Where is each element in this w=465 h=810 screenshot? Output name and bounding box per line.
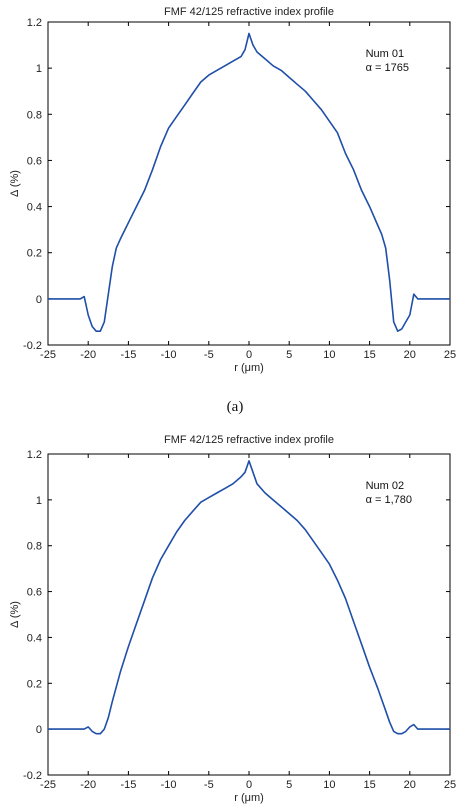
chart-a-y-tick-label: 0 [36, 294, 42, 306]
chart-a-x-tick-label: 15 [363, 349, 375, 361]
chart-b-title: FMF 42/125 refractive index profile [164, 434, 334, 446]
chart-b-x-tick-label: -10 [161, 779, 177, 791]
chart-a-x-tick-label: -20 [80, 349, 96, 361]
chart-a-y-tick-label: -0.2 [23, 340, 42, 352]
chart-b: FMF 42/125 refractive index profile -25 -2… [9, 434, 456, 804]
chart-b-y-tick-label: 0.8 [27, 541, 42, 553]
chart-a-series-line [48, 32, 450, 333]
chart-b-annotation-line: α = 1,780 [366, 494, 412, 506]
chart-a-y-tick-label: 0.6 [27, 155, 42, 167]
chart-b-x-tick-label: -5 [204, 779, 214, 791]
chart-b-x-tick-label: 15 [363, 779, 375, 791]
chart-a-x-tick-label: 0 [246, 349, 252, 361]
chart-b-x-tick-label: 25 [444, 779, 456, 791]
chart-a-annotation-line: Num 01 [366, 48, 405, 60]
chart-b-x-tick-label: -15 [120, 779, 136, 791]
chart-a: FMF 42/125 refractive index profile -25 -2… [9, 6, 456, 415]
chart-b-x-tick-label: 10 [323, 779, 335, 791]
chart-a-y-tick-label: 0.8 [27, 109, 42, 121]
chart-a-title: FMF 42/125 refractive index profile [164, 6, 334, 18]
chart-b-y-tick-label: 0.6 [27, 587, 42, 599]
chart-a-x-tick-label: 25 [444, 349, 456, 361]
chart-b-x-tick-label: -20 [80, 779, 96, 791]
chart-a-x-tick-label: 5 [286, 349, 292, 361]
chart-a-x-tick-label: -10 [161, 349, 177, 361]
chart-a-y-tick-label: 1 [36, 63, 42, 75]
chart-b-y-tick-label: 1.2 [27, 449, 42, 461]
chart-a-y-axis-label: Δ (%) [9, 170, 21, 197]
chart-a-x-tick-label: 20 [404, 349, 416, 361]
chart-a-y-tick-label: 1.2 [27, 17, 42, 29]
chart-a-x-tick-label: -5 [204, 349, 214, 361]
chart-b-series-line [48, 460, 450, 735]
chart-b-x-tick-label: 20 [404, 779, 416, 791]
chart-b-x-tick-label: 5 [286, 779, 292, 791]
chart-b-y-tick-label: 1 [36, 495, 42, 507]
chart-b-x-axis-label: r (μm) [234, 792, 264, 804]
chart-a-x-axis-label: r (μm) [234, 362, 264, 374]
chart-b-y-axis-label: Δ (%) [9, 601, 21, 628]
chart-a-x-tick-label: -15 [120, 349, 136, 361]
chart-a-y-tick-label: 0.4 [27, 202, 42, 214]
chart-b-annotation-line: Num 02 [366, 480, 405, 492]
chart-b-x-tick-label: 0 [246, 779, 252, 791]
chart-a-caption: (a) [227, 399, 244, 415]
chart-b-y-tick-label: 0.2 [27, 678, 42, 690]
chart-b-y-tick-label: -0.2 [23, 770, 42, 782]
chart-a-x-tick-label: -25 [40, 349, 56, 361]
chart-b-y-tick-label: 0.4 [27, 632, 42, 644]
chart-a-y-tick-label: 0.2 [27, 248, 42, 260]
chart-a-annotation-line: α = 1765 [366, 62, 409, 74]
chart-a-x-tick-label: 10 [323, 349, 335, 361]
chart-b-y-tick-label: 0 [36, 724, 42, 736]
chart-b-x-tick-label: -25 [40, 779, 56, 791]
